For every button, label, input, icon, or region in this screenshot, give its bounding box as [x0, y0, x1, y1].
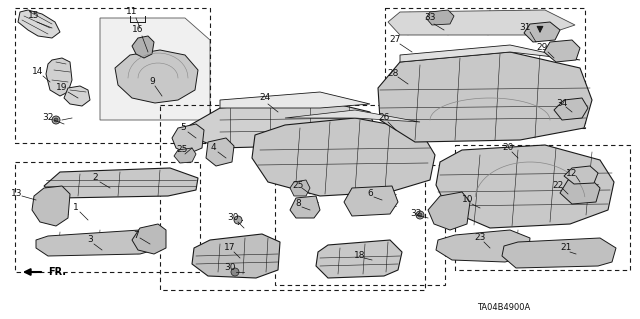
Polygon shape: [436, 230, 530, 262]
Text: 22: 22: [552, 181, 564, 189]
Text: 33: 33: [424, 13, 436, 23]
Polygon shape: [32, 186, 70, 226]
Text: 28: 28: [387, 69, 399, 78]
Polygon shape: [172, 124, 204, 154]
Polygon shape: [344, 186, 398, 216]
Polygon shape: [18, 10, 60, 38]
Polygon shape: [560, 178, 600, 204]
Bar: [15, 8, 210, 143]
Polygon shape: [316, 240, 402, 278]
Circle shape: [418, 213, 422, 217]
Text: 10: 10: [462, 196, 474, 204]
Polygon shape: [554, 98, 588, 120]
Polygon shape: [100, 18, 210, 120]
Text: 31: 31: [519, 24, 531, 33]
Polygon shape: [132, 224, 166, 254]
Polygon shape: [502, 238, 616, 268]
Polygon shape: [206, 138, 234, 166]
Polygon shape: [64, 86, 90, 106]
Polygon shape: [132, 36, 154, 58]
Text: TA04B4900A: TA04B4900A: [477, 303, 531, 313]
Text: 25: 25: [176, 145, 188, 154]
Polygon shape: [36, 230, 156, 256]
Text: 26: 26: [378, 114, 390, 122]
Text: 16: 16: [132, 26, 144, 34]
Text: 27: 27: [389, 35, 401, 44]
Text: 25: 25: [292, 181, 304, 189]
Polygon shape: [46, 58, 72, 96]
Text: 11: 11: [126, 8, 138, 17]
Polygon shape: [428, 192, 470, 230]
Text: 29: 29: [536, 43, 548, 53]
Text: 2: 2: [92, 174, 98, 182]
Circle shape: [52, 116, 60, 124]
Polygon shape: [290, 180, 310, 196]
Text: 21: 21: [560, 243, 572, 253]
Bar: [160, 105, 425, 290]
Text: 17: 17: [224, 243, 236, 253]
Text: 18: 18: [355, 250, 365, 259]
Text: 9: 9: [149, 78, 155, 86]
Text: 34: 34: [556, 99, 568, 108]
Bar: [15, 162, 200, 272]
Polygon shape: [378, 52, 592, 142]
Text: 5: 5: [180, 123, 186, 132]
Bar: [275, 165, 445, 285]
Circle shape: [234, 216, 242, 224]
Polygon shape: [115, 50, 198, 103]
Polygon shape: [544, 40, 580, 62]
Circle shape: [54, 118, 58, 122]
Text: 8: 8: [295, 198, 301, 207]
Text: 20: 20: [502, 144, 514, 152]
Text: 4: 4: [210, 144, 216, 152]
Polygon shape: [220, 92, 370, 108]
Text: 14: 14: [32, 68, 44, 77]
Text: 19: 19: [56, 84, 68, 93]
Text: 32: 32: [410, 209, 422, 218]
Polygon shape: [564, 166, 598, 184]
Circle shape: [231, 268, 239, 276]
Bar: [455, 145, 630, 270]
Text: 3: 3: [87, 235, 93, 244]
Polygon shape: [400, 45, 580, 62]
Circle shape: [416, 211, 424, 219]
Polygon shape: [252, 118, 435, 196]
Text: FR.: FR.: [48, 267, 66, 277]
Polygon shape: [388, 10, 575, 35]
Polygon shape: [178, 100, 375, 148]
Polygon shape: [426, 10, 454, 25]
Polygon shape: [174, 148, 196, 163]
Text: 15: 15: [28, 11, 40, 20]
Text: 24: 24: [259, 93, 271, 102]
Text: 23: 23: [474, 234, 486, 242]
Polygon shape: [436, 145, 614, 228]
Polygon shape: [524, 22, 560, 42]
Polygon shape: [192, 234, 280, 278]
Polygon shape: [285, 110, 420, 122]
Text: 1: 1: [73, 204, 79, 212]
Text: 30: 30: [224, 263, 236, 272]
Polygon shape: [290, 196, 320, 218]
Text: 32: 32: [42, 114, 54, 122]
Text: 30: 30: [227, 213, 239, 222]
Text: 6: 6: [367, 189, 373, 197]
Text: 13: 13: [12, 189, 23, 197]
Bar: [385, 8, 585, 128]
Text: 7: 7: [133, 231, 139, 240]
Polygon shape: [44, 168, 198, 198]
Text: 12: 12: [566, 168, 578, 177]
